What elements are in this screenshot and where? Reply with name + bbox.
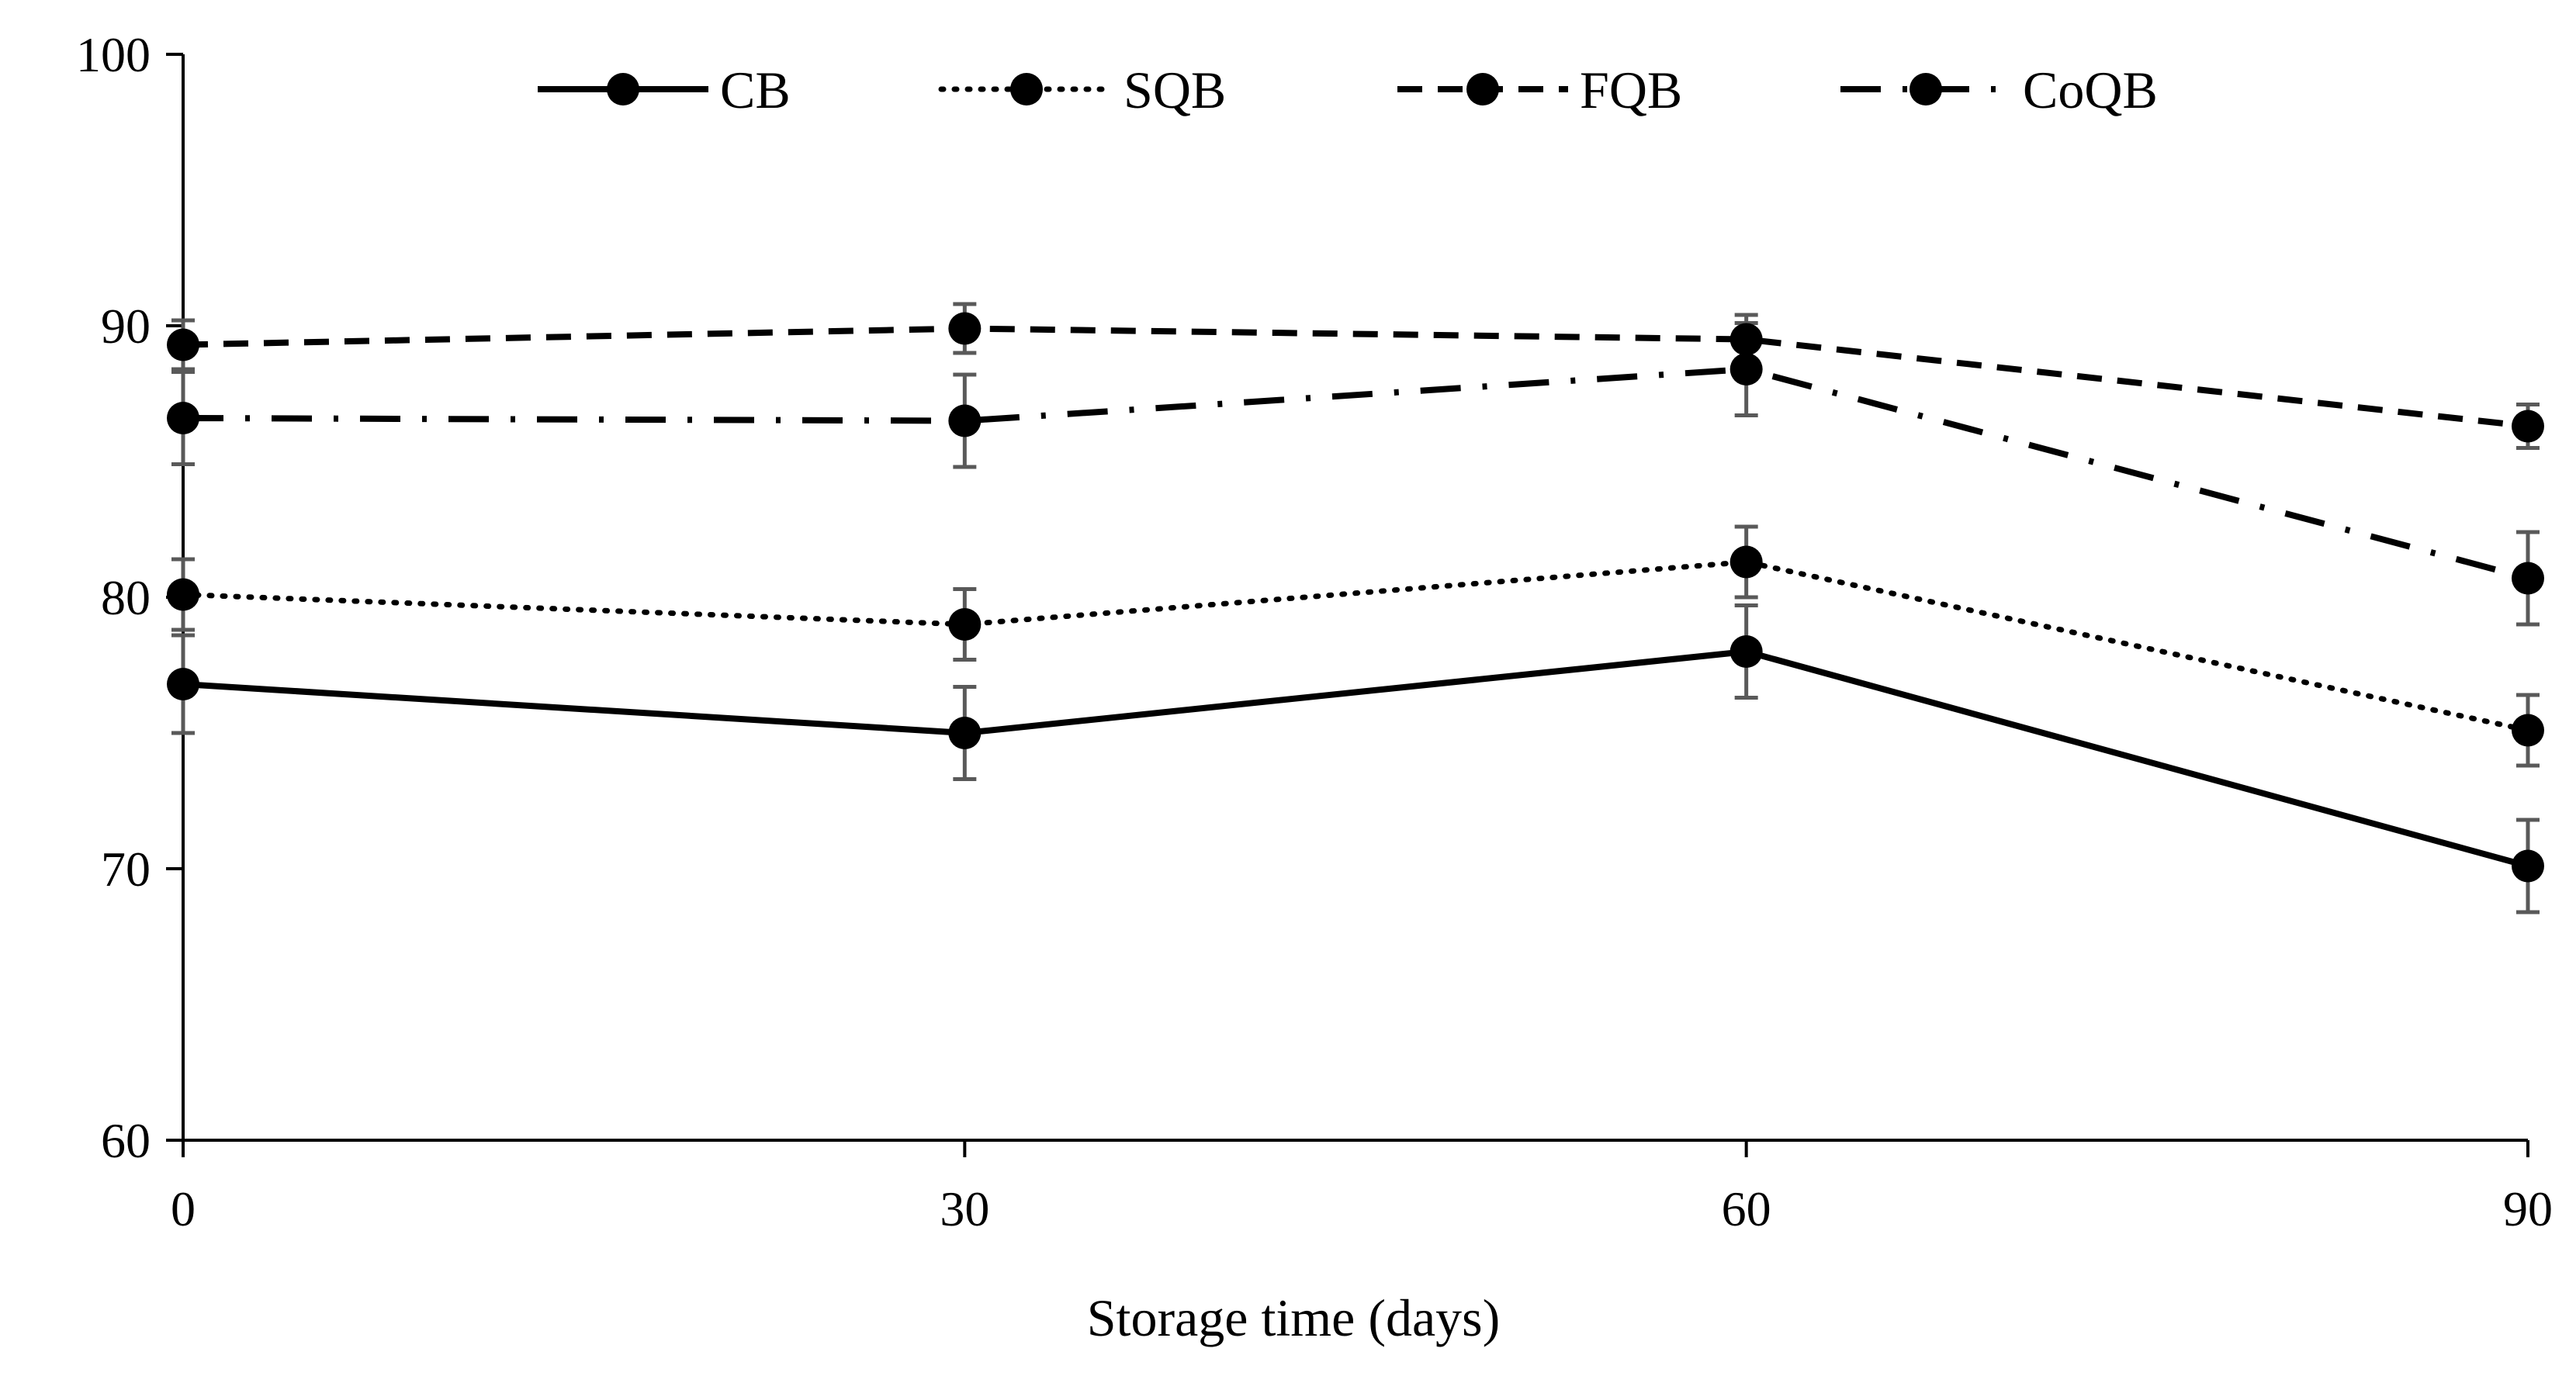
series-line-fqb — [182, 325, 2529, 430]
legend-label: SQB — [1124, 61, 1226, 119]
y-tick-label: 90 — [101, 299, 151, 354]
series-line-cb — [182, 648, 2529, 870]
series-lines — [180, 325, 2531, 870]
legend-item-sqb: SQB — [938, 61, 1226, 119]
data-point-fqb — [948, 312, 982, 345]
data-point-coqb — [1729, 353, 1763, 385]
legend-marker — [1010, 73, 1043, 105]
legend-item-cb: CB — [538, 61, 791, 119]
data-point-fqb — [2512, 410, 2544, 443]
data-point-sqb — [167, 578, 199, 611]
legend-item-coqb: CoQB — [1840, 61, 2158, 119]
x-tick-label: 30 — [940, 1181, 989, 1236]
data-point-sqb — [1729, 545, 1763, 579]
legend-item-fqb: FQB — [1397, 61, 1682, 119]
x-tick-label: 90 — [2503, 1181, 2553, 1236]
series-line-sqb — [180, 559, 2531, 733]
data-point-cb — [948, 717, 982, 749]
legend-label: CoQB — [2023, 61, 2158, 119]
x-tick-label: 0 — [171, 1181, 196, 1236]
legend-label: FQB — [1580, 61, 1682, 119]
data-point-coqb — [948, 404, 982, 437]
y-tick-label: 80 — [101, 570, 151, 625]
data-point-fqb — [167, 328, 199, 361]
data-point-sqb — [948, 608, 982, 641]
data-point-cb — [1729, 635, 1763, 668]
data-point-coqb — [2512, 562, 2544, 595]
data-point-fqb — [1729, 323, 1763, 356]
legend-marker — [607, 73, 639, 105]
legend-marker — [1909, 73, 1942, 105]
legend: CB SQB FQB CoQB — [538, 61, 2158, 119]
x-tick-label: 60 — [1722, 1181, 1771, 1236]
legend-marker — [1466, 73, 1499, 105]
axes: 60 70 80 90 100 0 30 60 90 — [76, 27, 2553, 1236]
legend-label: CB — [720, 61, 791, 119]
series-line-coqb — [182, 366, 2529, 582]
data-point-cb — [2512, 849, 2544, 883]
y-tick-label: 70 — [101, 842, 151, 897]
series-markers — [167, 312, 2544, 883]
y-tick-label: 60 — [101, 1113, 151, 1168]
x-axis-title: Storage time (days) — [1087, 1288, 1501, 1347]
data-point-sqb — [2512, 714, 2544, 747]
y-tick-label: 100 — [76, 27, 151, 82]
data-point-cb — [167, 668, 199, 700]
data-point-coqb — [167, 402, 199, 434]
